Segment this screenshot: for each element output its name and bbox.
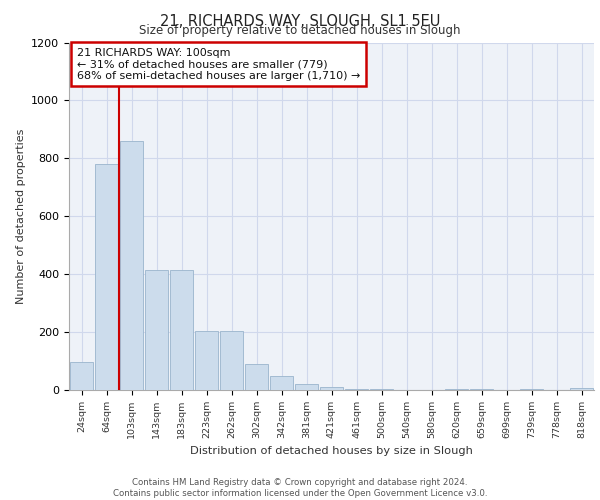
Bar bbox=[170, 270, 193, 390]
Text: Size of property relative to detached houses in Slough: Size of property relative to detached ho… bbox=[139, 24, 461, 37]
Bar bbox=[570, 388, 593, 390]
Text: 21 RICHARDS WAY: 100sqm
← 31% of detached houses are smaller (779)
68% of semi-d: 21 RICHARDS WAY: 100sqm ← 31% of detache… bbox=[77, 48, 360, 81]
Bar bbox=[295, 384, 318, 390]
Bar bbox=[270, 376, 293, 390]
Bar bbox=[320, 386, 343, 390]
Text: Contains HM Land Registry data © Crown copyright and database right 2024.
Contai: Contains HM Land Registry data © Crown c… bbox=[113, 478, 487, 498]
Bar bbox=[345, 388, 368, 390]
Bar bbox=[70, 362, 93, 390]
Bar bbox=[95, 164, 118, 390]
Y-axis label: Number of detached properties: Number of detached properties bbox=[16, 128, 26, 304]
Text: 21, RICHARDS WAY, SLOUGH, SL1 5EU: 21, RICHARDS WAY, SLOUGH, SL1 5EU bbox=[160, 14, 440, 29]
Bar bbox=[195, 330, 218, 390]
Bar bbox=[120, 141, 143, 390]
Bar bbox=[445, 388, 468, 390]
Bar bbox=[145, 270, 168, 390]
Bar bbox=[220, 330, 243, 390]
X-axis label: Distribution of detached houses by size in Slough: Distribution of detached houses by size … bbox=[190, 446, 473, 456]
Bar bbox=[245, 364, 268, 390]
